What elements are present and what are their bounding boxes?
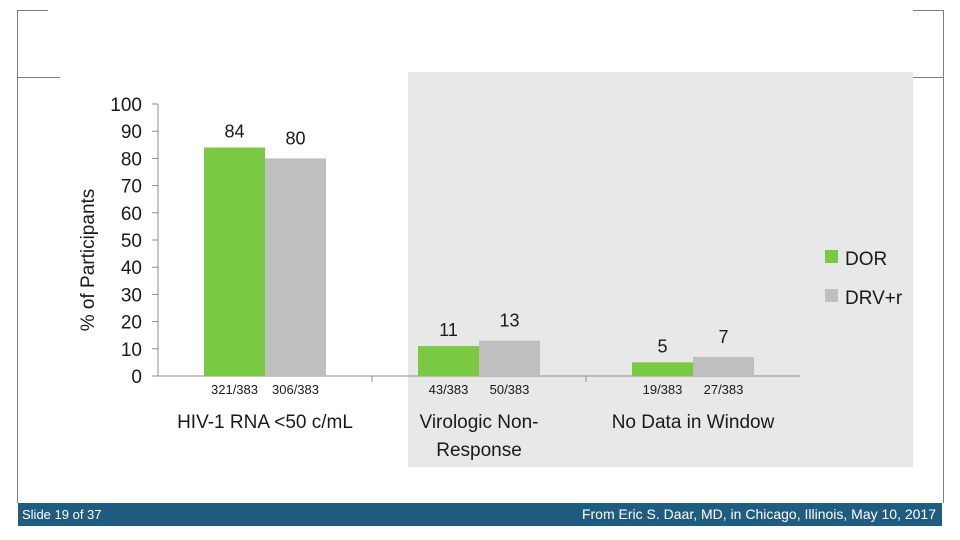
y-tick-label: 90	[121, 122, 142, 143]
bar-dor-0	[204, 147, 265, 376]
frame-top-left	[18, 10, 48, 11]
y-tick-label: 50	[121, 231, 142, 252]
data-label-value: 7	[718, 327, 728, 347]
legend-swatch-dor	[825, 250, 838, 263]
frame-top-right	[913, 10, 943, 11]
data-label-count: 321/383	[211, 382, 258, 397]
data-label-value: 80	[285, 128, 305, 148]
x-category-label: HIV-1 RNA <50 c/mL	[177, 412, 353, 433]
bar-drv-r-2	[693, 356, 754, 376]
legend-swatch-drv	[825, 289, 838, 302]
bar-drv-r-0	[265, 158, 326, 376]
y-tick-label: 80	[121, 149, 142, 170]
frame-left-border	[17, 10, 18, 503]
y-tick-label: 30	[121, 285, 142, 306]
data-label-value: 5	[657, 336, 667, 356]
frame-right-border	[943, 10, 944, 503]
bar-dor-1	[418, 346, 479, 376]
data-label-count: 306/383	[272, 382, 319, 397]
x-category-label: Response	[436, 440, 522, 461]
y-tick-label: 10	[121, 340, 142, 361]
y-tick-label: 0	[131, 367, 142, 388]
legend-label-drv: DRV+r	[845, 288, 903, 309]
y-tick-label: 60	[121, 204, 142, 225]
data-label-count: 43/383	[429, 382, 469, 397]
slide-footer: Slide 19 of 37 From Eric S. Daar, MD, in…	[18, 503, 942, 526]
y-tick-label: 100	[110, 95, 142, 116]
slide-number: Slide 19 of 37	[22, 507, 102, 522]
x-category-label: Virologic Non-	[420, 412, 539, 433]
y-axis-label: % of Participants	[78, 189, 99, 332]
bar-drv-r-1	[479, 340, 540, 376]
right-panel-shade	[408, 72, 913, 467]
legend-label-dor: DOR	[845, 249, 887, 270]
bar-dor-2	[632, 362, 693, 376]
title-divider-right	[913, 77, 943, 78]
slide-credit: From Eric S. Daar, MD, in Chicago, Illin…	[581, 506, 936, 522]
y-tick-label: 20	[121, 313, 142, 334]
x-category-label: No Data in Window	[612, 412, 775, 433]
data-label-value: 84	[224, 122, 244, 142]
legend: DOR DRV+r	[825, 249, 903, 309]
data-label-value: 13	[499, 311, 519, 331]
data-label-count: 19/383	[643, 382, 683, 397]
data-label-count: 50/383	[490, 382, 530, 397]
data-label-value: 11	[439, 320, 458, 340]
bar-chart: 0 10 20 30 40 50 60 70 80 90 100 84 321/383 80 306/383…	[60, 72, 913, 467]
y-tick-label: 70	[121, 177, 142, 198]
y-tick-label: 40	[121, 258, 142, 279]
chart-image: 0 10 20 30 40 50 60 70 80 90 100 84 321/383 80 306/383…	[60, 72, 913, 467]
data-label-count: 27/383	[704, 382, 744, 397]
title-divider-left	[18, 77, 60, 78]
